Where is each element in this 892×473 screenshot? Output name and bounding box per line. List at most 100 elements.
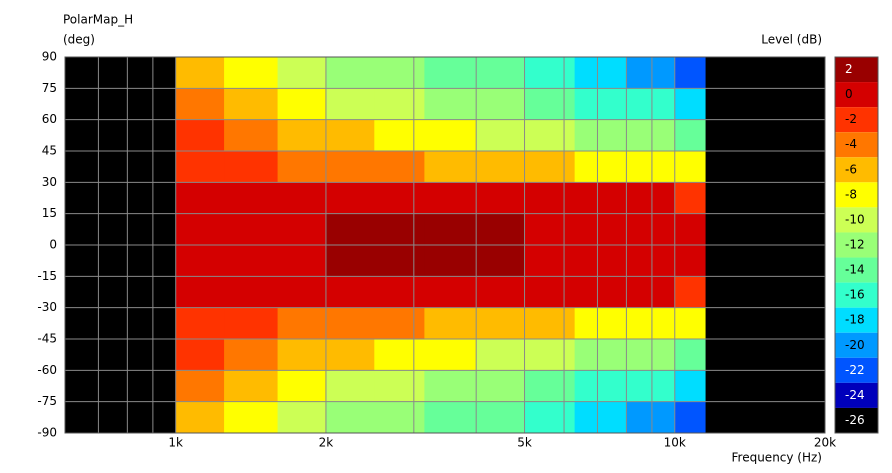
heat-cell — [674, 401, 706, 434]
heat-cell — [277, 370, 327, 403]
heat-cell — [626, 307, 676, 340]
y-tick-label: 30 — [42, 175, 57, 189]
colorbar-swatch — [835, 107, 878, 133]
heat-cell — [224, 57, 279, 89]
heat-cell — [277, 213, 327, 246]
y-tick-label: -45 — [37, 332, 57, 346]
heat-cell — [374, 276, 425, 309]
heat-cell — [574, 339, 627, 371]
heat-cell — [626, 57, 676, 89]
heat-cell — [674, 245, 706, 277]
heat-cell — [224, 88, 279, 121]
heat-cell — [224, 213, 279, 246]
x-tick-label: 1k — [168, 436, 183, 450]
colorbar-label: -14 — [845, 263, 865, 277]
colorbar-swatch — [835, 332, 878, 358]
heat-cell — [224, 119, 279, 152]
heat-cell — [424, 307, 477, 340]
heat-cell — [224, 276, 279, 309]
colorbar-swatch — [835, 132, 878, 158]
heat-cell — [626, 151, 676, 183]
heat-cell — [674, 182, 706, 215]
heat-cell — [175, 182, 225, 215]
heat-cell — [175, 119, 225, 152]
heat-cell — [325, 339, 375, 371]
heat-cell — [476, 339, 526, 371]
colorbar-swatch — [835, 407, 878, 433]
colorbar-label: -4 — [845, 137, 857, 151]
heat-cell — [626, 245, 676, 277]
y-tick-label: -90 — [37, 426, 57, 440]
heat-cell — [277, 182, 327, 215]
heat-cell — [175, 307, 225, 340]
heat-cell — [325, 401, 375, 434]
colorbar-label: -12 — [845, 238, 865, 252]
colorbar-swatch — [835, 257, 878, 283]
colorbar-swatch — [835, 157, 878, 183]
heat-cell — [374, 213, 425, 246]
colorbar-label: 0 — [845, 87, 853, 101]
heat-cell — [277, 245, 327, 277]
heat-cell — [424, 182, 477, 215]
heat-cell — [574, 307, 627, 340]
colorbar-swatch — [835, 232, 878, 258]
heat-cell — [374, 245, 425, 277]
heat-cell — [524, 151, 576, 183]
heat-cell — [374, 339, 425, 371]
y-tick-label: -60 — [37, 363, 57, 377]
y-tick-label: 45 — [42, 144, 57, 158]
heat-cell — [424, 57, 477, 89]
chart-title: PolarMap_H — [63, 13, 133, 27]
heat-cell — [277, 401, 327, 434]
heat-cell — [224, 151, 279, 183]
colorbar-label: -24 — [845, 388, 865, 402]
colorbar-label: -18 — [845, 313, 865, 327]
y-tick-label: 75 — [42, 81, 57, 95]
heat-cell — [626, 401, 676, 434]
x-axis-label: Frequency (Hz) — [732, 451, 823, 465]
heat-cell — [674, 151, 706, 183]
colorbar-swatch — [835, 357, 878, 383]
x-tick-label: 2k — [319, 436, 334, 450]
colorbar-swatch — [835, 57, 878, 83]
heat-cell — [374, 57, 425, 89]
heat-cell — [574, 151, 627, 183]
colorbar-label: Level (dB) — [761, 33, 822, 47]
heat-cell — [277, 307, 327, 340]
colorbar-frame — [834, 56, 879, 434]
y-tick-label: -15 — [37, 269, 57, 283]
heat-cell — [175, 57, 225, 89]
heat-cell — [224, 401, 279, 434]
heat-cell — [175, 88, 225, 121]
heat-cell — [476, 151, 526, 183]
heat-cell — [524, 245, 576, 277]
heat-cell — [325, 57, 375, 89]
heat-cell — [574, 119, 627, 152]
heat-cell — [374, 307, 425, 340]
y-axis-label: (deg) — [63, 33, 95, 47]
heat-cell — [325, 245, 375, 277]
heat-cell — [325, 276, 375, 309]
heat-cell — [175, 276, 225, 309]
heat-cell — [224, 182, 279, 215]
colorbar-label: 2 — [845, 62, 853, 76]
heat-cell — [325, 88, 375, 121]
heat-cell — [476, 88, 526, 121]
heat-cell — [524, 213, 576, 246]
heat-cell — [574, 370, 627, 403]
heat-cell — [476, 213, 526, 246]
heat-cell — [476, 57, 526, 89]
heat-cell — [574, 57, 627, 89]
heat-cell — [424, 401, 477, 434]
heat-cell — [674, 88, 706, 121]
heat-cell — [574, 245, 627, 277]
colorbar-label: -2 — [845, 112, 857, 126]
heat-cell — [277, 339, 327, 371]
colorbar-swatch — [835, 182, 878, 208]
heat-cell — [424, 276, 477, 309]
heat-cell — [524, 307, 576, 340]
heat-cell — [524, 182, 576, 215]
heat-cell — [325, 213, 375, 246]
heat-cell — [524, 276, 576, 309]
